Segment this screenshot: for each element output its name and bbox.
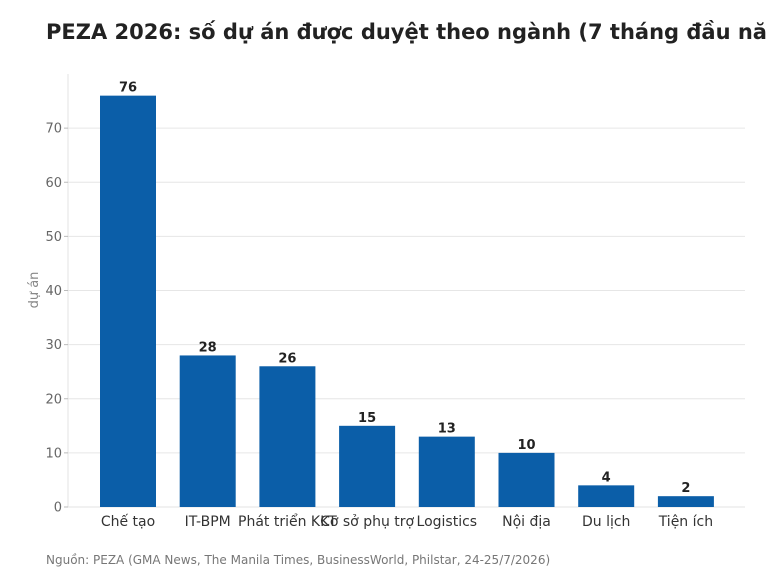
bar-value-label: 13	[438, 422, 456, 437]
y-ticks: 0 10 20 30 40 50 60 70	[45, 122, 68, 516]
category-label: Nội địa	[502, 514, 551, 530]
y-tick-label: 50	[45, 230, 62, 245]
category-label: Cơ sở phụ trợ	[320, 514, 414, 530]
category-label: Logistics	[417, 514, 478, 530]
category-label: Chế tạo	[101, 513, 155, 530]
y-tick-label: 10	[45, 446, 62, 461]
y-tick-label: 20	[45, 392, 62, 407]
bar-value-label: 28	[199, 340, 217, 355]
y-axis-title: dự án	[27, 272, 42, 309]
category-label: Tiện ích	[658, 514, 713, 530]
bar	[418, 436, 475, 507]
bars	[100, 95, 714, 508]
category-label: Phát triển KKT	[238, 513, 337, 530]
bar	[657, 496, 714, 507]
bar-value-label: 15	[358, 411, 376, 426]
category-label: Du lịch	[582, 514, 630, 530]
bar	[498, 452, 555, 507]
data-labels: 76 28 26 15 13 10 4 2	[119, 81, 690, 497]
bar-value-label: 2	[681, 481, 690, 496]
gridlines	[67, 74, 745, 508]
bar	[100, 95, 156, 508]
y-tick-label: 30	[45, 338, 62, 353]
y-tick-label: 70	[45, 122, 62, 137]
y-tick-label: 0	[54, 501, 62, 516]
bar	[339, 425, 396, 507]
chart-title: PEZA 2026: số dự án được duyệt theo ngàn…	[46, 20, 768, 44]
bar-value-label: 76	[119, 81, 137, 96]
bar-value-label: 26	[278, 351, 296, 366]
y-tick-label: 40	[45, 284, 62, 299]
bar	[259, 366, 316, 507]
bar-value-label: 10	[517, 438, 535, 453]
bar	[578, 485, 635, 507]
y-tick-label: 60	[45, 176, 62, 191]
category-label: IT-BPM	[185, 514, 231, 530]
source-note: Nguồn: PEZA (GMA News, The Manila Times,…	[46, 553, 551, 567]
bar-value-label: 4	[602, 470, 611, 485]
bar	[179, 355, 236, 507]
